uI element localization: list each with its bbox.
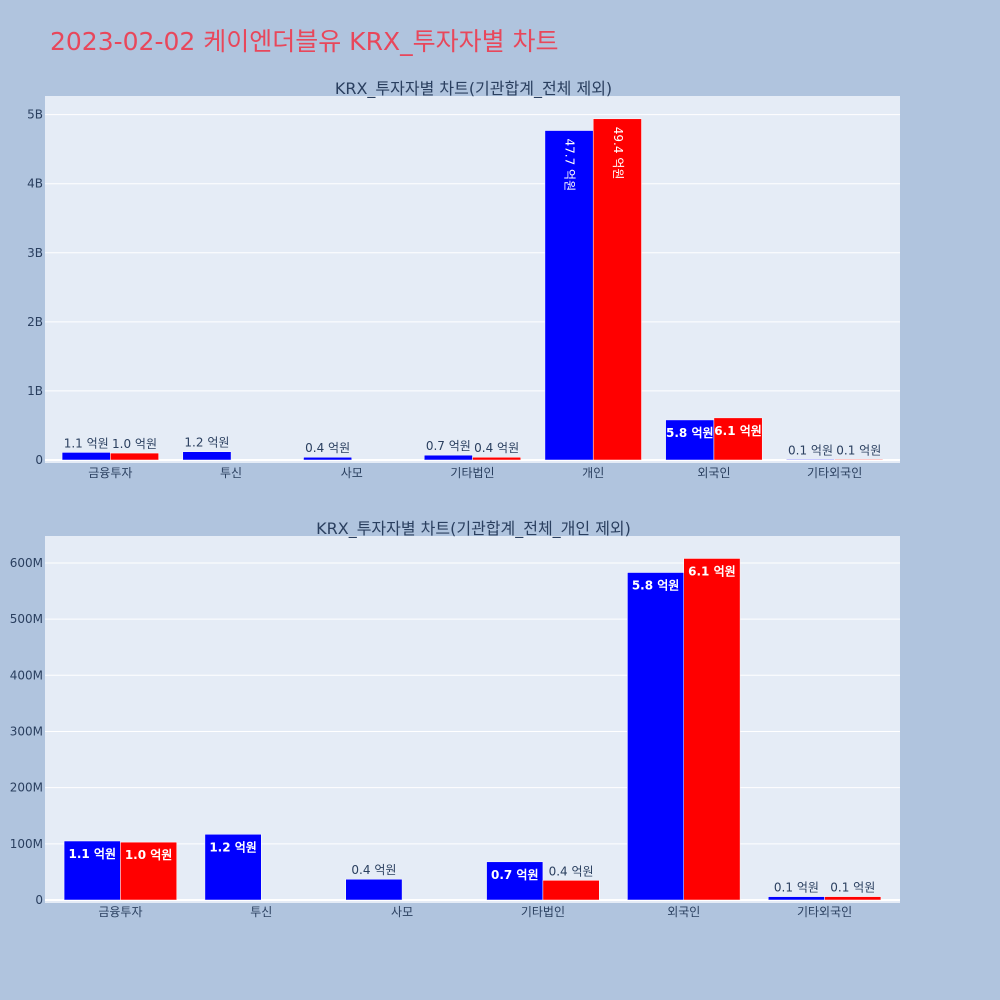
- data-label: 6.1 억원: [714, 424, 762, 438]
- data-label: 49.4 억원: [611, 127, 625, 180]
- data-label: 6.1 억원: [688, 564, 736, 578]
- plot-area: [45, 536, 900, 903]
- data-label: 5.8 억원: [632, 579, 680, 593]
- y-tick-label: 600M: [10, 556, 43, 570]
- data-label: 1.1 억원: [64, 436, 109, 450]
- bar: [768, 896, 825, 901]
- data-label: 0.1 억원: [774, 881, 819, 895]
- x-tick-label: 투신: [220, 466, 242, 480]
- bar: [472, 456, 522, 461]
- bar: [786, 459, 835, 461]
- data-label: 0.7 억원: [491, 868, 539, 882]
- y-tick-label: 400M: [10, 668, 43, 682]
- y-tick-label: 2B: [27, 315, 43, 329]
- bar: [713, 417, 763, 461]
- x-tick-label: 금융투자: [98, 905, 142, 919]
- data-label: 0.1 억원: [830, 881, 875, 895]
- chart-panel: 0 1B 2B 3B 4B 5B KRX_투자자별 차트(기관합계_전체 제외) 금융투자 1.…: [27, 79, 900, 480]
- x-tick-label: 개인: [582, 466, 604, 480]
- data-label: 0.7 억원: [426, 439, 471, 453]
- y-tick-label: 200M: [10, 781, 43, 795]
- data-label: 0.4 억원: [305, 441, 350, 455]
- data-label: 1.0 억원: [112, 437, 157, 451]
- bar: [204, 834, 262, 901]
- bar: [345, 878, 403, 901]
- bar: [665, 419, 715, 461]
- y-tick-label: 0: [35, 453, 43, 467]
- chart-panel: 0 100M 200M 300M 400M 500M 600M KRX_투자자별 차트(기관합…: [10, 519, 900, 919]
- bar: [120, 841, 177, 901]
- x-tick-label: 사모: [341, 466, 363, 480]
- data-label: 0.4 억원: [474, 441, 519, 455]
- data-label: 1.1 억원: [68, 847, 116, 861]
- bar: [303, 456, 353, 461]
- data-label: 47.7 억원: [563, 139, 577, 192]
- page-title: 2023-02-02 케이엔더블유 KRX_투자자별 차트: [50, 27, 559, 56]
- y-tick-label: 500M: [10, 612, 43, 626]
- y-tick-label: 0: [35, 893, 43, 907]
- data-label: 1.2 억원: [184, 436, 229, 450]
- x-tick-label: 기타외국인: [797, 905, 852, 919]
- data-label: 1.0 억원: [125, 848, 173, 862]
- x-tick-label: 기타외국인: [807, 466, 862, 480]
- x-tick-label: 기타법인: [450, 466, 494, 480]
- bar: [542, 880, 600, 901]
- bar: [824, 896, 882, 901]
- chart-title: KRX_투자자별 차트(기관합계_전체_개인 제외): [316, 519, 631, 539]
- y-tick-label: 4B: [27, 177, 43, 191]
- x-tick-label: 기타법인: [521, 905, 565, 919]
- data-label: 0.1 억원: [836, 443, 881, 457]
- y-tick-label: 100M: [10, 837, 43, 851]
- x-tick-label: 투신: [250, 905, 272, 919]
- bar: [423, 454, 473, 461]
- bar: [834, 459, 884, 461]
- bar: [592, 118, 642, 461]
- bar: [683, 558, 741, 901]
- x-tick-label: 외국인: [697, 466, 730, 480]
- x-tick-label: 사모: [391, 905, 413, 919]
- plot-area: [45, 96, 900, 463]
- y-tick-label: 1B: [27, 384, 43, 398]
- data-label: 0.1 억원: [788, 443, 833, 457]
- data-label: 0.4 억원: [549, 864, 594, 878]
- bar: [110, 452, 159, 461]
- bar: [61, 452, 111, 461]
- x-tick-label: 금융투자: [88, 466, 132, 480]
- bar: [486, 861, 544, 901]
- y-tick-label: 3B: [27, 246, 43, 260]
- y-tick-label: 5B: [27, 108, 43, 122]
- bar: [63, 840, 121, 901]
- chart-title: KRX_투자자별 차트(기관합계_전체 제외): [335, 79, 612, 99]
- data-label: 1.2 억원: [209, 840, 257, 854]
- bar: [182, 451, 232, 461]
- bar: [627, 572, 685, 901]
- y-tick-label: 300M: [10, 724, 43, 738]
- data-label: 0.4 억원: [351, 863, 396, 877]
- x-tick-label: 외국인: [667, 905, 700, 919]
- data-label: 5.8 억원: [666, 426, 714, 440]
